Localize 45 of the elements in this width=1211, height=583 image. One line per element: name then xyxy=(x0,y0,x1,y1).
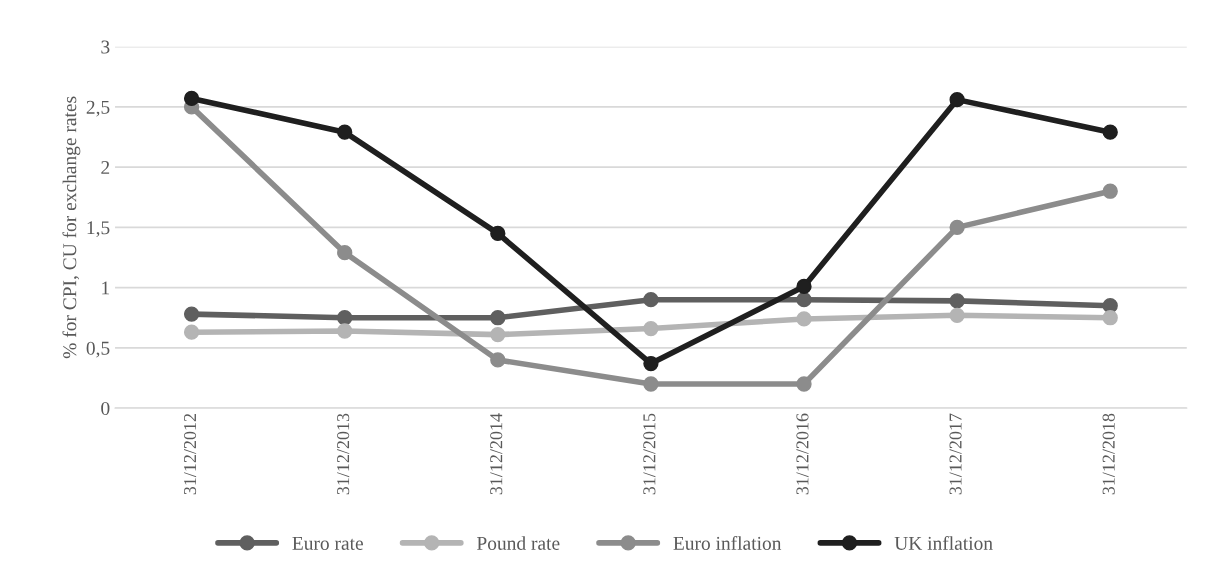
point xyxy=(796,278,812,295)
x-tick-label: 31/12/2017 xyxy=(949,413,962,495)
legend-label: Euro inflation xyxy=(673,536,782,550)
legend-label: Euro rate xyxy=(292,536,363,550)
y-tick-label: 0 xyxy=(101,401,110,416)
point xyxy=(490,225,506,242)
y-tick-label: 1,5 xyxy=(87,221,110,238)
point xyxy=(183,90,200,107)
point xyxy=(337,124,353,140)
y-tick-label: 1 xyxy=(102,281,110,295)
point xyxy=(337,323,353,339)
point xyxy=(949,293,965,309)
x-tick-label: 31/12/2013 xyxy=(337,413,350,495)
point xyxy=(490,352,506,368)
point xyxy=(643,355,659,372)
point xyxy=(643,376,659,392)
point xyxy=(490,310,506,326)
point xyxy=(643,292,659,308)
point xyxy=(796,376,812,392)
point xyxy=(1102,124,1118,140)
point xyxy=(1102,183,1118,199)
x-tick-label: 31/12/2016 xyxy=(796,413,809,495)
y-axis-title: % for CPI, CU for exchange rates xyxy=(62,96,81,359)
legend-label: Pound rate xyxy=(476,536,560,550)
point xyxy=(490,326,506,343)
y-tick-label: 0,5 xyxy=(86,341,110,358)
x-tick-label: 31/12/2015 xyxy=(643,413,656,495)
point xyxy=(1102,310,1118,326)
point xyxy=(183,306,200,322)
legend-label: UK inflation xyxy=(894,536,993,550)
point xyxy=(949,307,965,323)
point xyxy=(183,324,200,340)
point xyxy=(949,219,965,236)
x-tick-label: 31/12/2014 xyxy=(490,413,503,495)
point xyxy=(796,311,812,327)
point xyxy=(796,292,812,308)
point xyxy=(643,320,659,337)
y-tick-label: 2 xyxy=(101,161,110,174)
y-tick-label: 2,5 xyxy=(86,100,110,117)
x-tick-label: 31/12/2012 xyxy=(183,413,197,495)
point xyxy=(337,310,353,326)
y-tick-label: 3 xyxy=(101,40,110,54)
point xyxy=(337,245,353,261)
point xyxy=(949,92,965,108)
x-tick-label: 31/12/2018 xyxy=(1102,413,1115,495)
